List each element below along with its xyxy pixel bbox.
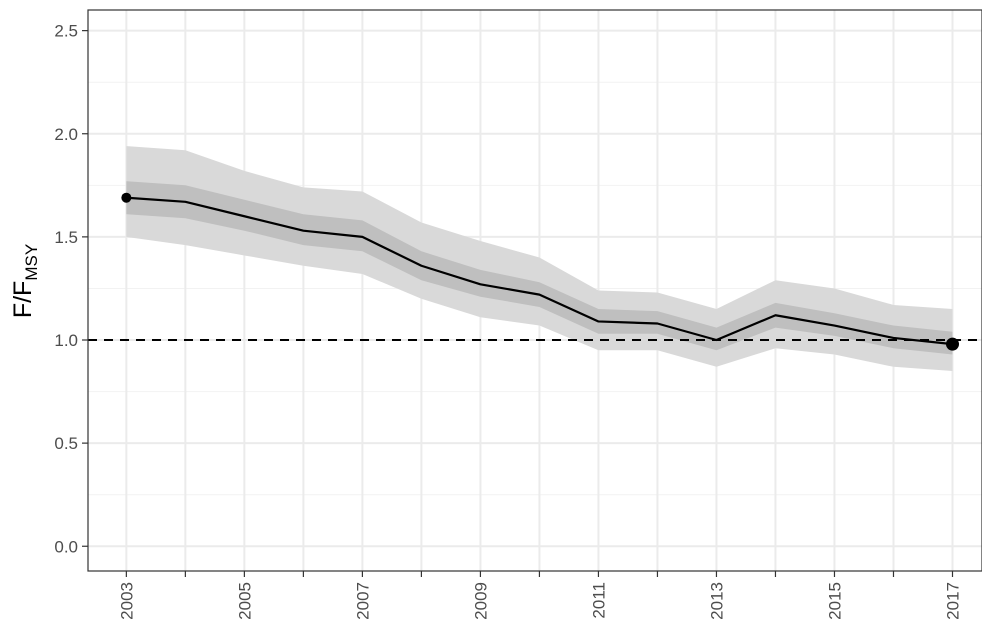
y-tick-label: 1.5 xyxy=(54,228,78,247)
panel-border xyxy=(87,9,982,572)
y-axis-title-main: F/F xyxy=(9,281,37,319)
x-tick-label: 2013 xyxy=(707,582,726,620)
x-axis: 2003 2005 2007 2009 2011 2013 2015 2017 xyxy=(117,571,963,620)
x-tick-label: 2011 xyxy=(589,582,608,619)
y-tick-label: 0.5 xyxy=(54,434,78,453)
y-tick-label: 0.0 xyxy=(54,537,78,556)
outer-confidence-band xyxy=(126,146,953,371)
x-tick-label: 2005 xyxy=(235,582,254,620)
highlight-point xyxy=(121,192,132,203)
series-group xyxy=(126,196,953,346)
y-axis-title-subscript: MSY xyxy=(22,244,41,281)
confidence-bands xyxy=(126,146,953,371)
x-tick-label: 2015 xyxy=(825,582,844,620)
series-line xyxy=(126,196,953,346)
y-tick-label: 2.0 xyxy=(54,125,78,144)
x-tick-label: 2009 xyxy=(471,582,490,620)
x-tick-label: 2017 xyxy=(944,582,963,620)
y-tick-label: 2.5 xyxy=(54,22,78,41)
highlight-point xyxy=(945,337,959,351)
y-tick-label: 1.0 xyxy=(54,331,78,350)
y-axis: 0.0 0.5 1.0 1.5 2.0 2.5 xyxy=(54,22,88,556)
x-tick-label: 2007 xyxy=(353,582,372,620)
x-tick-label: 2003 xyxy=(117,582,136,620)
highlight-points xyxy=(121,192,959,351)
y-axis-title: F/FMSY xyxy=(9,244,41,318)
inner-confidence-band xyxy=(126,181,953,355)
